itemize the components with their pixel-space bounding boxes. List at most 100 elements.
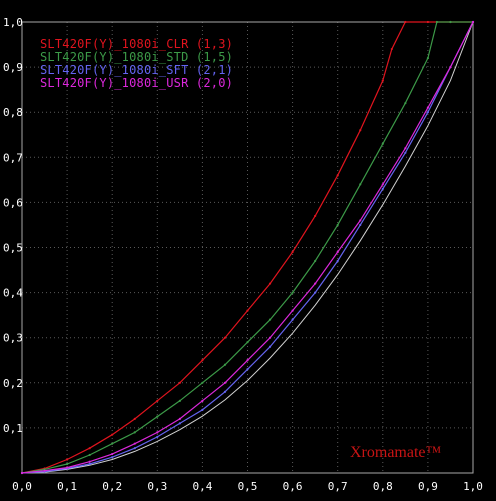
series-line-2 [21, 21, 473, 474]
series-1-point [88, 447, 91, 450]
series-4-point [359, 219, 362, 222]
legend-entry-1: SLT420F(Y)_1080i_CLR (1,3) [40, 37, 233, 51]
series-2-point [314, 259, 317, 263]
series-1-point [314, 214, 317, 218]
series-2-point [66, 462, 69, 466]
x-axis-ticks: 0,0 0,1 0,2 0,3 0,4 0,5 0,6 0,7 0,8 0,9 1,0 [12, 480, 483, 493]
series-2-point [178, 399, 181, 402]
series-3-point [246, 368, 249, 371]
series-4-point [66, 466, 69, 469]
x-tick-label: 0,2 [102, 480, 122, 493]
series-3-point [381, 187, 384, 190]
series-3-point [223, 390, 227, 393]
x-tick-label: 0,0 [12, 480, 32, 493]
watermark-brand: Xromamate™ [350, 444, 442, 461]
x-tick-label: 1,0 [463, 480, 483, 493]
series-3-point [178, 422, 181, 425]
series-4-point [111, 452, 114, 456]
series-2-point [336, 223, 339, 227]
series-1-point [246, 309, 249, 312]
series-3-point [133, 447, 136, 450]
series-2-point [291, 291, 294, 294]
series-4-point [178, 417, 181, 420]
y-tick-label: 0,3 [3, 332, 23, 345]
series-4-point [223, 381, 227, 384]
x-tick-label: 0,7 [328, 480, 348, 493]
series-3-point [268, 345, 272, 348]
series-4-point [246, 359, 249, 362]
series-4-point [133, 442, 136, 445]
series-4-point [381, 183, 384, 186]
y-axis-ticks: 0,1 0,2 0,3 0,4 0,5 0,6 0,7 0,8 0,9 1,0 [3, 16, 23, 435]
series-2-point [359, 183, 362, 186]
series-2-point [381, 142, 384, 145]
series-1-point [291, 250, 294, 254]
series-2-point [449, 20, 452, 24]
series-2-point [111, 442, 114, 445]
series-4-point [268, 336, 272, 339]
series-4-point [88, 460, 91, 463]
x-tick-label: 0,9 [418, 480, 438, 493]
series-4-point [314, 282, 317, 285]
series-3-point [291, 318, 294, 321]
x-tick-label: 0,8 [373, 480, 393, 493]
series-1-point [201, 359, 204, 362]
series-3-point [201, 408, 204, 411]
series-2-point [435, 20, 439, 24]
series-2-point [223, 363, 227, 366]
y-tick-label: 0,5 [3, 242, 23, 255]
series-2-point [404, 102, 407, 105]
y-tick-label: 0,2 [3, 377, 23, 390]
y-tick-label: 0,9 [3, 61, 23, 74]
series-1-point [268, 282, 272, 285]
series-2-point [268, 318, 272, 321]
series-1-point [404, 20, 407, 24]
series-1-point [359, 129, 362, 132]
legend-entry-2: SLT420F(Y)_1080i_STD (1,5) [40, 50, 233, 64]
series-4-point [291, 309, 294, 312]
x-tick-label: 0,3 [147, 480, 167, 493]
series-1-point [111, 433, 114, 436]
legend: SLT420F(Y)_1080i_CLR (1,3)SLT420F(Y)_108… [40, 37, 233, 90]
y-tick-label: 0,1 [3, 422, 23, 435]
series-2-point [156, 415, 159, 418]
x-tick-label: 0,5 [238, 480, 258, 493]
x-tick-label: 0,1 [57, 480, 77, 493]
series-1-point [223, 336, 227, 339]
series-1-point [336, 174, 339, 177]
series-3-point [314, 291, 317, 294]
series-2-point [88, 453, 91, 457]
series-3-point [156, 435, 159, 439]
series-2-point [133, 431, 136, 434]
series-4-point [20, 471, 24, 475]
series-1-point [390, 47, 393, 51]
series-2-point [201, 381, 204, 384]
series-1-point [426, 20, 429, 24]
series-line-1 [21, 21, 473, 474]
y-tick-label: 0,8 [3, 106, 23, 119]
plot-frame [21, 21, 474, 474]
series-1-point [66, 458, 69, 461]
series-1-point [156, 399, 159, 402]
series-3-point [336, 259, 339, 263]
series-3-point [359, 223, 362, 227]
series-4-point [336, 250, 339, 254]
legend-entry-3: SLT420F(Y)_1080i_SFT (2,1) [40, 63, 233, 77]
y-tick-label: 0,6 [3, 196, 23, 209]
series-4-point [426, 106, 429, 109]
reference-curve-line [21, 21, 474, 474]
series-3-point [88, 462, 91, 466]
series-3-point [111, 456, 114, 459]
series-4-point [201, 399, 204, 402]
legend-entry-4: SLT420F(Y)_1080i_USR (2,0) [40, 76, 233, 90]
x-tick-label: 0,4 [192, 480, 212, 493]
series-2-point [246, 341, 249, 344]
series-4-point [156, 431, 159, 434]
series-4-point [471, 20, 475, 24]
series-2-point [426, 56, 429, 60]
series-1-point [133, 417, 136, 420]
series-4-point [43, 469, 46, 472]
series-3-point [404, 151, 407, 154]
